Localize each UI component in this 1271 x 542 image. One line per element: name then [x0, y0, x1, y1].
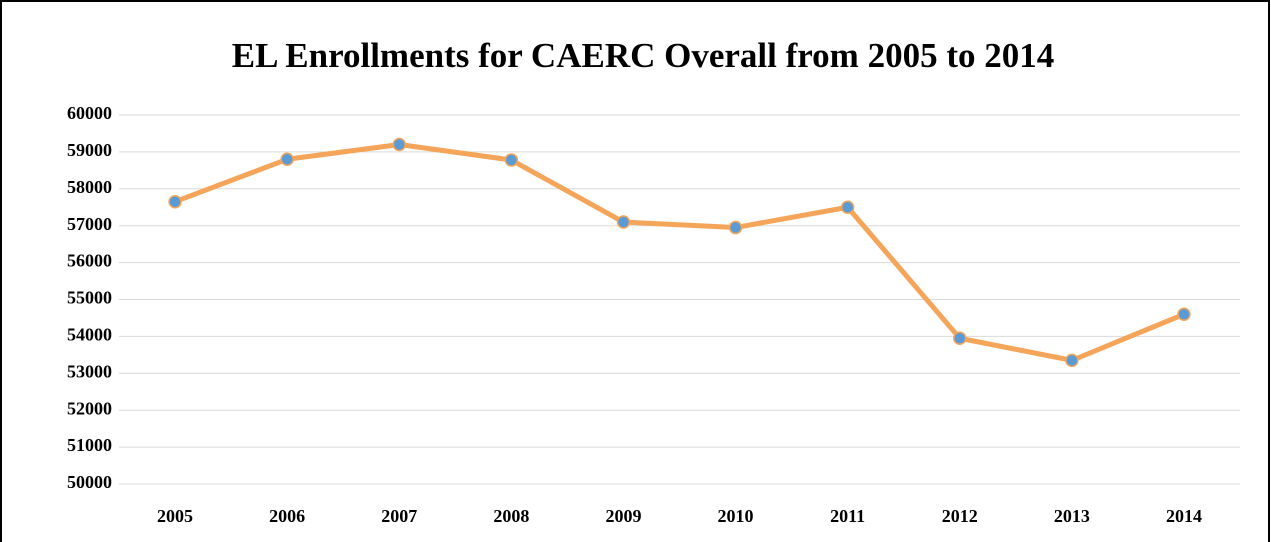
marker [616, 215, 631, 229]
y-tick-label: 59000 [67, 140, 112, 160]
y-tick-label: 53000 [67, 361, 112, 381]
marker [392, 137, 406, 152]
chart-title: EL Enrollments for CAERC Overall from 20… [232, 36, 1054, 75]
marker [168, 194, 182, 209]
y-tick-label: 51000 [67, 435, 112, 455]
x-tick-label: 2011 [830, 506, 865, 526]
y-tick-label: 58000 [67, 177, 112, 197]
x-tick-label: 2010 [718, 506, 754, 526]
y-tick-label: 55000 [67, 288, 112, 308]
marker [280, 152, 294, 167]
y-tick-label: 56000 [67, 251, 112, 271]
marker [728, 220, 743, 235]
y-tick-label: 54000 [67, 325, 112, 345]
marker [1177, 307, 1191, 322]
y-tick-label: 52000 [67, 398, 112, 418]
x-tick-label: 2012 [942, 506, 978, 526]
marker [953, 331, 967, 345]
y-tick-label: 57000 [67, 214, 112, 234]
x-tick-label: 2013 [1054, 506, 1090, 526]
x-tick-label: 2005 [157, 506, 193, 526]
marker [1065, 353, 1079, 368]
y-tick-label: 50000 [67, 472, 112, 492]
x-tick-label: 2006 [269, 506, 305, 526]
line-series [174, 142, 1185, 363]
x-tick-label: 2009 [605, 506, 641, 526]
x-tick-label: 2007 [381, 506, 417, 526]
marker [840, 200, 855, 214]
marker [504, 153, 519, 167]
y-tick-label: 60000 [67, 103, 112, 123]
x-tick-label: 2014 [1166, 506, 1202, 526]
x-tick-label: 2008 [493, 506, 529, 526]
